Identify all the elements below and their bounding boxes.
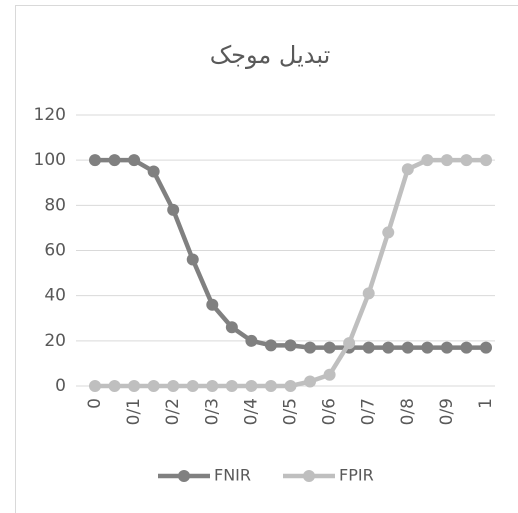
- data-point: [128, 154, 141, 167]
- data-point: [480, 154, 492, 167]
- data-point: [382, 341, 395, 354]
- data-point: [167, 380, 180, 392]
- x-tick-label: 0/1: [124, 398, 144, 425]
- data-point: [440, 154, 453, 167]
- data-point: [264, 380, 277, 392]
- legend-marker: [303, 470, 315, 482]
- data-point: [245, 334, 258, 347]
- data-point: [460, 154, 473, 167]
- chart-title: تبدیل موجک: [210, 41, 331, 69]
- x-tick-label: 0/8: [398, 398, 418, 425]
- data-point: [480, 341, 492, 354]
- data-point: [284, 380, 297, 392]
- data-point: [323, 368, 336, 381]
- data-point: [421, 341, 434, 354]
- data-point: [89, 380, 101, 392]
- data-point: [108, 154, 121, 167]
- x-tick-label: 0/3: [202, 398, 222, 425]
- data-point: [264, 339, 277, 352]
- data-point: [343, 337, 356, 350]
- data-point: [186, 253, 199, 266]
- data-point: [128, 380, 141, 392]
- legend-label: FNIR: [214, 466, 251, 485]
- x-tick-label: 0/5: [281, 398, 301, 425]
- data-point: [147, 165, 160, 178]
- data-point: [186, 380, 199, 392]
- data-point: [421, 154, 434, 167]
- y-tick-label: 60: [44, 241, 66, 261]
- data-point: [206, 380, 219, 392]
- data-point: [225, 321, 238, 334]
- x-tick-label: 0/4: [241, 398, 261, 425]
- legend-marker: [178, 470, 190, 482]
- data-point: [89, 154, 101, 167]
- data-point: [304, 341, 317, 354]
- data-point: [225, 380, 238, 392]
- data-point: [401, 341, 414, 354]
- data-point: [206, 298, 219, 311]
- data-point: [362, 287, 375, 300]
- chart-frame: [15, 5, 518, 513]
- y-tick-label: 120: [34, 105, 66, 125]
- data-point: [147, 380, 160, 392]
- x-tick-label: 0: [85, 398, 105, 409]
- data-point: [440, 341, 453, 354]
- data-point: [245, 380, 258, 392]
- x-tick-label: 1: [476, 398, 496, 409]
- x-tick-label: 0/9: [437, 398, 457, 425]
- data-point: [382, 226, 395, 239]
- legend-label: FPIR: [339, 466, 374, 485]
- data-point: [460, 341, 473, 354]
- data-point: [323, 341, 336, 354]
- data-point: [108, 380, 121, 392]
- y-tick-label: 100: [34, 150, 66, 170]
- y-tick-label: 20: [44, 331, 66, 351]
- y-tick-label: 80: [44, 195, 66, 215]
- data-point: [304, 375, 317, 388]
- y-tick-label: 0: [55, 376, 66, 396]
- data-point: [401, 163, 414, 176]
- x-tick-label: 0/2: [163, 398, 183, 425]
- y-tick-label: 40: [44, 286, 66, 306]
- data-point: [167, 203, 180, 216]
- x-tick-label: 0/7: [359, 398, 379, 425]
- x-tick-label: 0/6: [320, 398, 340, 425]
- data-point: [362, 341, 375, 354]
- data-point: [284, 339, 297, 352]
